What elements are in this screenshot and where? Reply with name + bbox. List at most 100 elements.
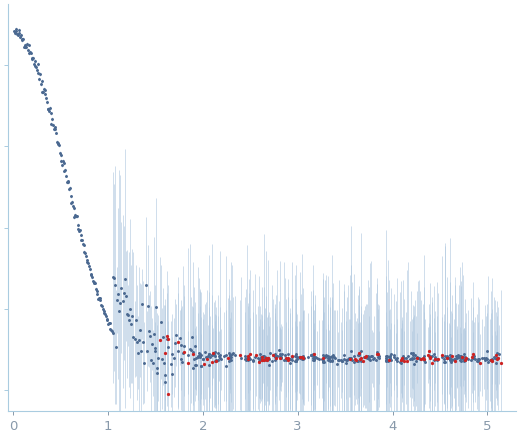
- Point: [483, 348, 491, 355]
- Point: [457, 357, 465, 364]
- Point: [375, 353, 383, 360]
- Point: [372, 349, 381, 356]
- Point: [168, 350, 176, 357]
- Point: [194, 354, 202, 361]
- Point: [386, 353, 394, 360]
- Point: [179, 343, 188, 350]
- Point: [330, 354, 338, 361]
- Point: [216, 351, 224, 358]
- Point: [352, 355, 360, 362]
- Point: [208, 358, 216, 365]
- Point: [399, 353, 407, 360]
- Point: [57, 152, 65, 159]
- Point: [46, 104, 54, 111]
- Point: [271, 354, 280, 361]
- Point: [123, 310, 131, 317]
- Point: [467, 356, 475, 363]
- Point: [397, 354, 406, 361]
- Point: [460, 356, 469, 363]
- Point: [451, 357, 460, 364]
- Point: [446, 354, 454, 361]
- Point: [214, 357, 223, 364]
- Point: [281, 352, 289, 359]
- Point: [345, 355, 353, 362]
- Point: [265, 355, 274, 362]
- Point: [227, 356, 235, 363]
- Point: [458, 353, 466, 360]
- Point: [192, 361, 200, 368]
- Point: [61, 167, 70, 174]
- Point: [260, 356, 268, 363]
- Point: [164, 335, 172, 342]
- Point: [60, 159, 68, 166]
- Point: [319, 354, 327, 361]
- Point: [245, 350, 254, 357]
- Point: [106, 326, 114, 333]
- Point: [97, 302, 106, 309]
- Point: [197, 352, 205, 359]
- Point: [276, 350, 284, 357]
- Point: [440, 356, 448, 363]
- Point: [224, 355, 232, 362]
- Point: [225, 358, 233, 365]
- Point: [80, 248, 88, 255]
- Point: [438, 353, 447, 360]
- Point: [70, 205, 78, 212]
- Point: [178, 359, 186, 366]
- Point: [414, 354, 422, 361]
- Point: [443, 353, 451, 360]
- Point: [342, 357, 350, 364]
- Point: [129, 333, 138, 340]
- Point: [128, 312, 137, 319]
- Point: [156, 337, 164, 344]
- Point: [284, 357, 293, 364]
- Point: [21, 44, 29, 51]
- Point: [205, 351, 213, 358]
- Point: [277, 354, 285, 361]
- Point: [261, 353, 269, 360]
- Point: [373, 354, 382, 361]
- Point: [357, 347, 365, 354]
- Point: [244, 355, 252, 362]
- Point: [257, 354, 265, 361]
- Point: [249, 357, 257, 364]
- Point: [244, 357, 252, 364]
- Point: [258, 354, 266, 361]
- Point: [63, 178, 72, 185]
- Point: [241, 355, 249, 362]
- Point: [430, 350, 438, 357]
- Point: [206, 353, 215, 360]
- Point: [14, 31, 22, 38]
- Point: [324, 354, 332, 361]
- Point: [21, 41, 30, 48]
- Point: [58, 161, 67, 168]
- Point: [387, 350, 395, 357]
- Point: [357, 354, 366, 361]
- Point: [291, 353, 299, 360]
- Point: [387, 356, 395, 363]
- Point: [382, 354, 391, 361]
- Point: [208, 351, 216, 358]
- Point: [44, 105, 52, 112]
- Point: [208, 351, 216, 358]
- Point: [440, 358, 449, 365]
- Point: [338, 357, 346, 364]
- Point: [90, 280, 98, 287]
- Point: [35, 75, 44, 82]
- Point: [105, 320, 113, 327]
- Point: [431, 355, 439, 362]
- Point: [320, 354, 328, 361]
- Point: [34, 60, 42, 67]
- Point: [172, 332, 180, 339]
- Point: [432, 357, 440, 364]
- Point: [189, 348, 197, 355]
- Point: [355, 350, 363, 357]
- Point: [153, 369, 162, 376]
- Point: [299, 352, 307, 359]
- Point: [448, 353, 457, 360]
- Point: [108, 327, 116, 334]
- Point: [164, 390, 173, 397]
- Point: [372, 357, 380, 364]
- Point: [291, 358, 300, 365]
- Point: [448, 356, 457, 363]
